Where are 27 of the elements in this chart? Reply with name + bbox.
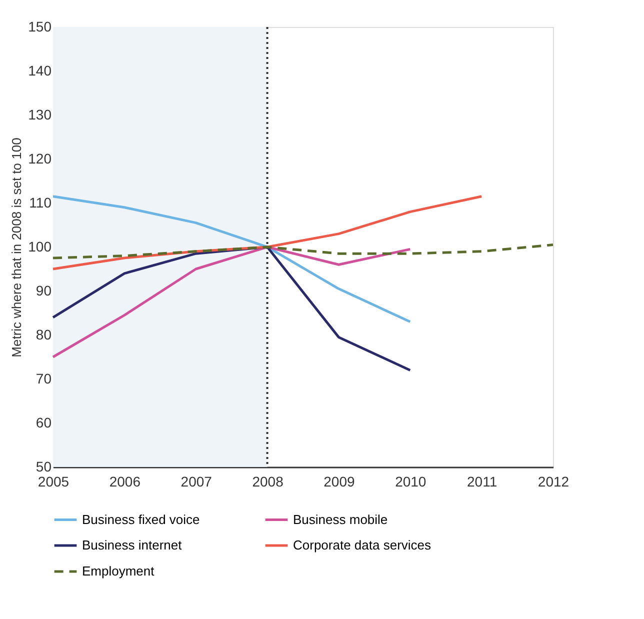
y-tick-label: 70 <box>36 370 52 386</box>
legend-label: Business mobile <box>293 512 388 527</box>
y-tick-label: 130 <box>28 106 52 122</box>
line-series <box>52 195 412 324</box>
y-tick-label: 110 <box>29 194 52 210</box>
y-tick-label: 140 <box>28 62 52 78</box>
y-tick-label: 90 <box>36 282 52 298</box>
legend-label: Corporate data services <box>293 538 432 552</box>
y-tick-label: 50 <box>36 458 52 474</box>
line-series <box>52 244 554 260</box>
x-tick-label: 2007 <box>180 474 212 490</box>
x-tick-label: 2006 <box>109 474 141 490</box>
y-axis-title: Metric where that in 2008 is set to 100 <box>9 138 24 358</box>
y-tick-label: 100 <box>28 238 52 254</box>
y-tick-label: 80 <box>36 326 52 342</box>
x-tick-label: 2009 <box>324 474 355 490</box>
x-tick-label: 2011 <box>467 474 498 490</box>
y-tick-label: 150 <box>28 18 52 34</box>
y-tick-label: 120 <box>28 150 52 166</box>
legend-label: Business fixed voice <box>82 512 200 527</box>
x-tick-label: 2010 <box>395 474 426 490</box>
x-tick-label: 2012 <box>538 474 570 490</box>
x-tick-label: 2005 <box>38 474 70 490</box>
x-tick-label: 2008 <box>252 474 284 490</box>
legend-label: Employment <box>82 564 155 578</box>
legend-label: Business internet <box>82 538 182 552</box>
y-tick-label: 60 <box>36 414 52 430</box>
